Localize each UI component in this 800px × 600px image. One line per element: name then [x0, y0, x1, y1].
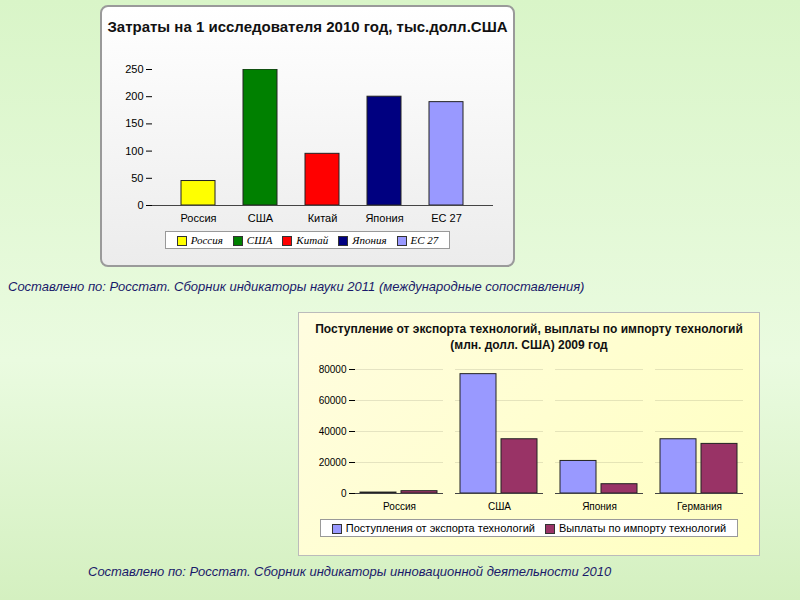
html-text:Составлено по: Росстат. Сборни: Составлено по: Росстат. Сборник индикато… — [88, 564, 612, 579]
svg-text:60000: 60000 — [319, 395, 347, 406]
html-text:Поступления от экспорта технол: Поступления от экспорта технологий — [345, 522, 535, 534]
html-text:США: США — [246, 234, 273, 246]
svg-text:Япония: Япония — [582, 501, 617, 512]
html-text:Поступление от экспорта технол: Поступление от экспорта технологий, выпл… — [315, 322, 743, 352]
svg-text:80000: 80000 — [319, 364, 347, 375]
svg-text:100: 100 — [125, 145, 143, 157]
html-text:Затраты на 1 исследователя 201: Затраты на 1 исследователя 2010 год, тыс… — [107, 18, 508, 35]
svg-text:150: 150 — [125, 117, 143, 129]
svg-text:40000: 40000 — [319, 426, 347, 437]
svg-text:Германия: Германия — [677, 501, 722, 512]
svg-text:Китай: Китай — [308, 212, 338, 224]
svg-text:Япония: Япония — [365, 212, 403, 224]
svg-text:250: 250 — [125, 63, 143, 75]
svg-text:США: США — [488, 501, 511, 512]
svg-text:ЕС 27: ЕС 27 — [431, 212, 462, 224]
html-text:Составлено по: Росстат. Сборни: Составлено по: Росстат. Сборник индикато… — [8, 279, 585, 294]
svg-text:20000: 20000 — [319, 457, 347, 468]
html-text:Россия: Россия — [190, 234, 223, 246]
svg-text:0: 0 — [137, 199, 143, 211]
svg-text:0: 0 — [341, 488, 347, 499]
html-text:Япония: Япония — [352, 234, 387, 246]
html-text:Выплаты по импорту технологий: Выплаты по импорту технологий — [559, 522, 727, 534]
svg-text:США: США — [248, 212, 274, 224]
svg-text:200: 200 — [125, 90, 143, 102]
html-text:ЕС 27: ЕС 27 — [410, 234, 439, 246]
html-text:Китай: Китай — [296, 234, 329, 246]
svg-text:Россия: Россия — [180, 212, 216, 224]
svg-text:Россия: Россия — [383, 501, 416, 512]
svg-text:50: 50 — [131, 172, 143, 184]
